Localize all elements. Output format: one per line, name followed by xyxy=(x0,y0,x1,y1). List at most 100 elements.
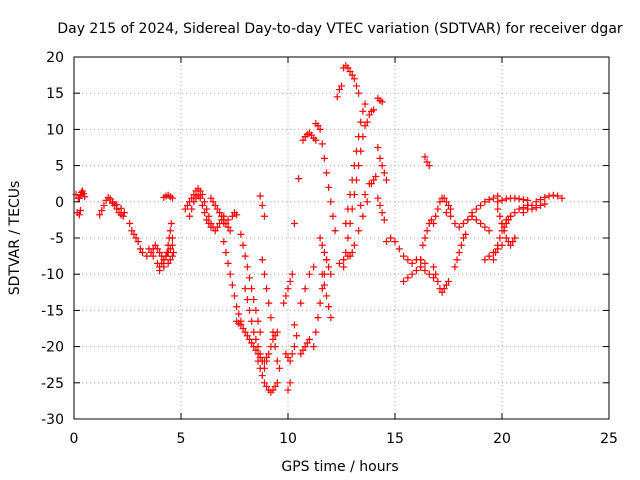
series-arc-49 xyxy=(421,153,433,170)
series-arc-05 xyxy=(126,220,157,260)
data-point xyxy=(459,220,467,228)
data-point xyxy=(224,259,232,267)
data-point xyxy=(451,263,459,271)
data-point xyxy=(248,285,256,293)
data-point xyxy=(248,317,256,325)
data-point xyxy=(320,154,328,162)
series-arc-47 xyxy=(408,256,429,267)
data-point xyxy=(498,196,506,204)
data-point xyxy=(260,212,268,220)
data-point xyxy=(502,195,510,203)
series-arc-50 xyxy=(430,194,455,228)
data-point xyxy=(376,154,384,162)
data-point xyxy=(168,194,176,202)
data-point xyxy=(355,89,363,97)
data-point xyxy=(284,386,292,394)
series-arc-41 xyxy=(365,106,378,119)
data-point xyxy=(507,241,515,249)
data-point xyxy=(387,234,395,242)
data-point xyxy=(166,245,174,253)
data-point xyxy=(459,234,467,242)
series-arc-24 xyxy=(284,379,294,394)
data-point xyxy=(445,201,452,209)
y-tick-label: -10 xyxy=(41,267,64,283)
data-point xyxy=(412,267,420,275)
data-point xyxy=(76,206,84,214)
data-point xyxy=(382,238,390,246)
data-point xyxy=(370,176,378,184)
series-arc-36 xyxy=(342,100,369,228)
data-point xyxy=(331,227,339,235)
data-point xyxy=(269,386,277,394)
data-point xyxy=(357,201,365,209)
data-point xyxy=(374,144,382,151)
data-point xyxy=(346,191,354,199)
data-point xyxy=(233,211,241,219)
data-point xyxy=(252,306,260,314)
series-arc-55 xyxy=(464,212,493,235)
data-point xyxy=(211,227,219,235)
x-axis-label: GPS time / hours xyxy=(281,459,398,475)
data-point xyxy=(158,259,166,267)
x-tick-label: 0 xyxy=(70,431,79,447)
data-point xyxy=(342,248,350,256)
data-point xyxy=(241,328,249,336)
data-point xyxy=(134,238,142,246)
data-point xyxy=(382,176,390,184)
series-arc-23 xyxy=(282,343,298,365)
data-point xyxy=(147,248,155,256)
data-point xyxy=(417,263,425,271)
data-point xyxy=(248,339,256,347)
data-point xyxy=(400,252,408,260)
data-point xyxy=(252,346,260,354)
data-point xyxy=(224,223,232,231)
data-point xyxy=(457,241,465,249)
data-point xyxy=(209,198,217,206)
data-point xyxy=(374,194,382,202)
data-point xyxy=(245,335,253,343)
data-point xyxy=(245,306,253,314)
data-point xyxy=(344,234,352,242)
data-point xyxy=(318,285,326,293)
data-point xyxy=(205,220,213,228)
data-point xyxy=(286,379,294,387)
data-point xyxy=(312,136,320,144)
y-tick-label: -25 xyxy=(41,376,64,392)
data-point xyxy=(286,277,294,285)
x-tick-label: 10 xyxy=(279,431,297,447)
data-point xyxy=(494,241,502,249)
data-point xyxy=(509,238,517,246)
y-tick-label: -15 xyxy=(41,303,64,319)
data-point xyxy=(201,198,209,206)
data-point xyxy=(430,274,438,282)
data-point xyxy=(464,216,472,224)
data-point xyxy=(485,227,493,235)
data-point xyxy=(421,259,429,267)
data-point xyxy=(149,252,157,260)
data-point xyxy=(496,234,504,242)
data-point xyxy=(348,248,356,256)
data-point xyxy=(201,209,209,217)
data-point xyxy=(323,292,331,300)
data-point xyxy=(117,204,125,212)
data-point xyxy=(286,357,294,365)
data-point xyxy=(196,187,204,195)
series-arc-07 xyxy=(151,220,178,264)
data-point xyxy=(237,321,245,329)
data-point xyxy=(355,227,363,235)
data-point xyxy=(554,192,562,200)
series-arc-28 xyxy=(297,335,313,358)
data-points xyxy=(72,62,566,396)
data-point xyxy=(519,196,527,204)
data-point xyxy=(434,277,442,285)
data-point xyxy=(372,172,380,180)
y-tick-label: 20 xyxy=(46,50,64,66)
data-point xyxy=(301,343,309,351)
data-point xyxy=(256,192,264,200)
x-tick-labels: 0 5 10 15 20 25 xyxy=(70,431,618,447)
grid-lines xyxy=(74,57,609,419)
data-point xyxy=(282,350,290,358)
data-point xyxy=(361,191,369,199)
series-arc-25 xyxy=(290,175,303,228)
data-point xyxy=(350,162,358,170)
